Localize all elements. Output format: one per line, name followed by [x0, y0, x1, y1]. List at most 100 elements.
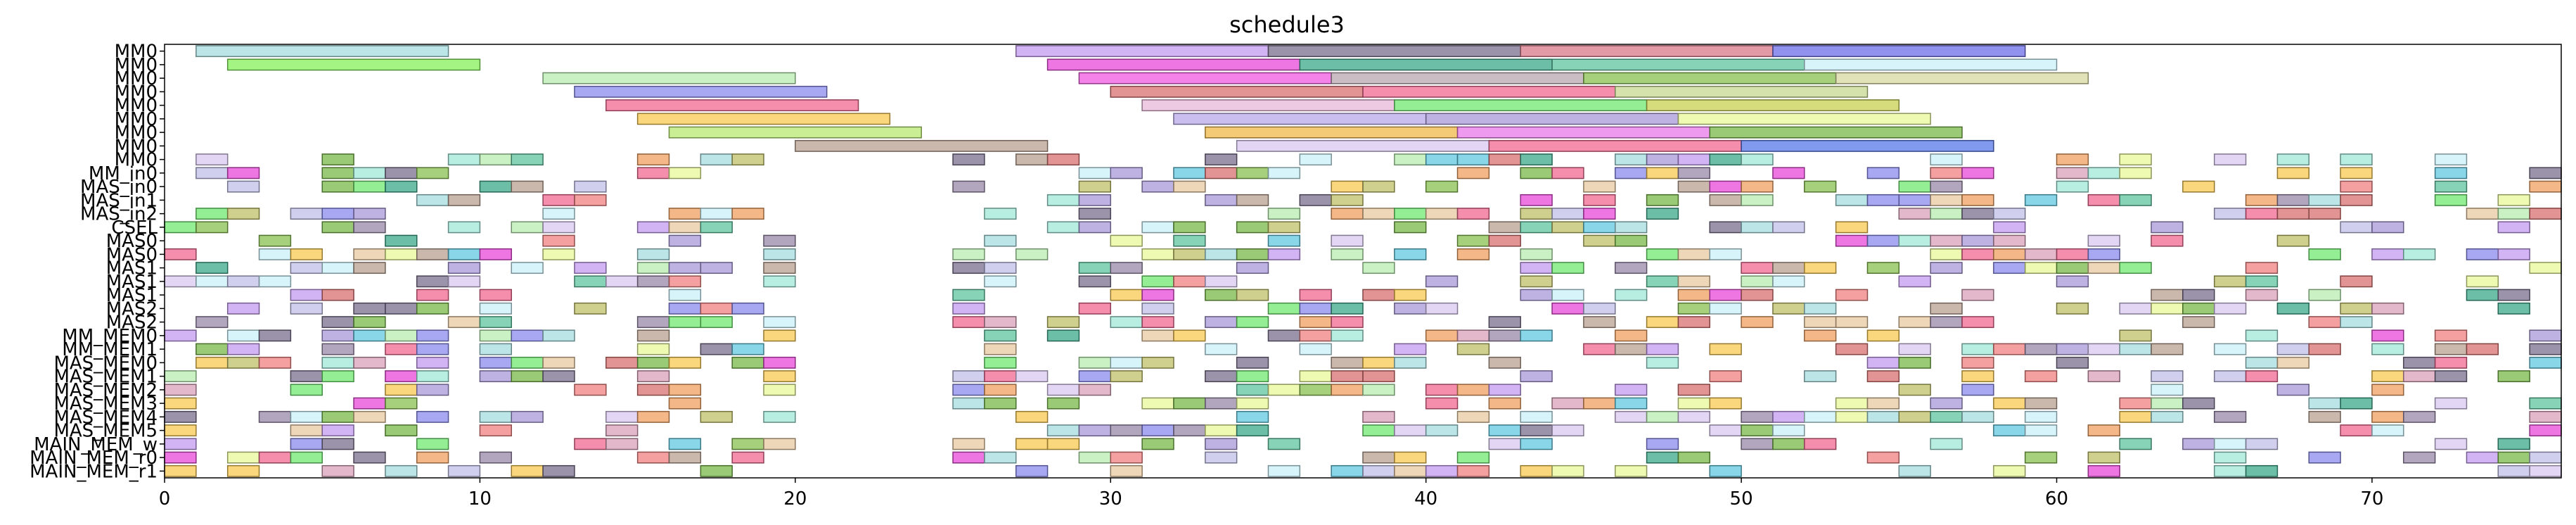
task-bar [1614, 343, 1648, 355]
y-tick-label: MM0 [115, 42, 158, 63]
task-bar [2119, 194, 2152, 206]
task-bar [1046, 153, 1080, 166]
task-bar [1299, 370, 1332, 383]
task-bar [1331, 194, 1364, 206]
task-bar [353, 356, 386, 369]
task-bar [1614, 410, 1648, 423]
task-bar [668, 302, 702, 315]
task-bar [385, 329, 418, 342]
task-bar [416, 302, 449, 315]
task-bar [353, 208, 386, 220]
task-bar [1866, 410, 1900, 423]
task-bar [1110, 262, 1143, 274]
task-bar [1331, 384, 1364, 396]
task-bar [1961, 370, 1994, 383]
task-bar [164, 451, 197, 464]
task-bar [2119, 410, 2152, 423]
task-bar [1267, 208, 1301, 220]
task-bar [1677, 167, 1711, 179]
task-bar [1930, 397, 1963, 410]
task-bar [1583, 180, 1616, 193]
task-bar [1110, 167, 1143, 179]
task-bar [2308, 451, 2341, 464]
task-bar [668, 234, 702, 247]
task-bar [1551, 289, 1584, 301]
task-bar [1078, 275, 1112, 288]
task-bar [1772, 302, 1805, 315]
task-bar [952, 302, 985, 315]
task-bar [321, 221, 354, 234]
task-bar [2434, 397, 2468, 410]
task-bar [2245, 370, 2279, 383]
task-bar [1394, 248, 1427, 260]
task-bar [1141, 248, 1174, 260]
task-bar [2434, 438, 2468, 450]
task-bar [416, 329, 449, 342]
task-bar [763, 384, 796, 396]
task-bar [542, 464, 575, 477]
task-bar [353, 316, 386, 329]
task-bar [290, 302, 323, 315]
task-bar [1646, 153, 1679, 166]
task-bar [763, 262, 796, 274]
task-bar [1677, 180, 1711, 193]
task-bars [164, 45, 2562, 477]
task-bar [1866, 262, 1900, 274]
task-bar [1236, 424, 1269, 437]
task-bar [668, 275, 702, 288]
task-bar [2529, 397, 2562, 410]
task-bar [1583, 234, 1616, 247]
task-bar [1898, 194, 1931, 206]
task-bar [542, 208, 575, 220]
task-bar [984, 208, 1017, 220]
task-bar [511, 153, 544, 166]
task-bar [1456, 208, 1490, 220]
task-bar [2497, 370, 2530, 383]
y-tick-label: MAS_MEM2 [53, 380, 158, 401]
x-tick-label: 10 [468, 488, 492, 510]
task-bar [2276, 356, 2310, 369]
task-bar [2529, 451, 2562, 464]
y-tick-label: MM0 [115, 55, 158, 76]
task-bar [385, 384, 418, 396]
task-bar [1520, 424, 1553, 437]
task-bar [952, 316, 985, 329]
task-bar [542, 221, 575, 234]
task-bar [1646, 194, 1679, 206]
task-bar [290, 208, 323, 220]
task-bar [1772, 45, 2026, 58]
task-bar [1362, 424, 1395, 437]
task-bar [1078, 180, 1112, 193]
task-bar [416, 356, 449, 369]
y-tick-label: MAS_in2 [80, 204, 158, 225]
task-bar [1551, 424, 1584, 437]
task-bar [226, 464, 260, 477]
task-bar [984, 397, 1017, 410]
task-bar [1709, 126, 1963, 139]
task-bar [385, 397, 418, 410]
task-bar [2497, 289, 2530, 301]
task-bar [1299, 289, 1332, 301]
task-bar [574, 180, 607, 193]
task-bar [1677, 289, 1711, 301]
task-bar [321, 329, 354, 342]
task-bar [2087, 194, 2120, 206]
task-bar [2371, 424, 2404, 437]
task-bar [1267, 234, 1301, 247]
task-bar [1866, 370, 1900, 383]
task-bar [636, 343, 670, 355]
task-bar [1898, 208, 1931, 220]
task-bar [2087, 451, 2120, 464]
task-bar [1804, 329, 1837, 342]
task-bar [1205, 316, 1238, 329]
task-bar [1804, 438, 1837, 450]
task-bar [952, 153, 985, 166]
task-bar [1583, 397, 1616, 410]
task-bar [1236, 289, 1269, 301]
task-bar [2119, 262, 2152, 274]
task-bar [1614, 85, 1869, 98]
chart-title: schedule3 [1229, 11, 1345, 38]
task-bar [2182, 438, 2215, 450]
task-bar [636, 275, 670, 288]
